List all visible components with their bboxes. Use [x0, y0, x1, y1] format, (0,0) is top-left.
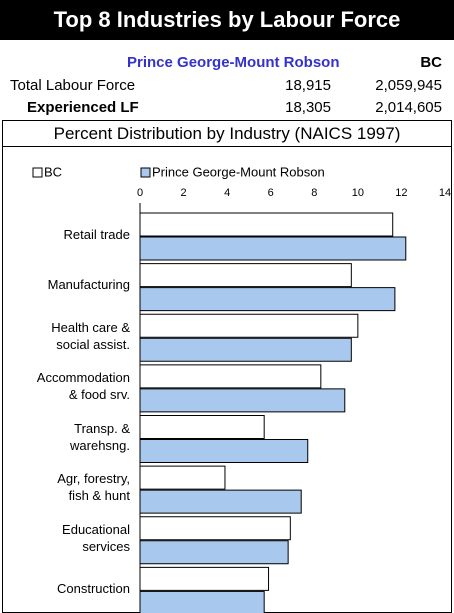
bar: [139, 236, 407, 261]
province-header: BC: [420, 54, 442, 71]
category-label: Educational services: [62, 522, 130, 555]
row-value: 18,915: [285, 77, 331, 94]
x-tick-label: 14: [439, 187, 451, 199]
bar: [139, 263, 352, 288]
legend-swatch: [32, 167, 43, 178]
bar: [139, 439, 309, 463]
bar: [139, 489, 302, 514]
category-label: Transp. & warehsng.: [70, 420, 130, 453]
category-label: Construction: [57, 581, 130, 597]
bar: [139, 337, 352, 362]
bar: [139, 287, 396, 312]
category-label: Accommodation & food srv.: [36, 370, 130, 403]
x-tick-label: 2: [181, 187, 187, 199]
bar: [139, 313, 359, 338]
bar: [139, 540, 289, 565]
category-label: Retail trade: [63, 226, 130, 242]
row-label: Total Labour Force: [10, 77, 136, 94]
legend-label: Prince George-Mount Robson: [152, 164, 325, 179]
region-header: Prince George-Mount Robson: [127, 54, 340, 71]
category-label: Health care & social assist.: [51, 319, 130, 352]
bar: [139, 465, 226, 490]
bar: [139, 516, 291, 541]
row-value: 2,059,945: [375, 77, 442, 94]
x-tick-label: 0: [137, 187, 143, 199]
category-label: Manufacturing: [47, 277, 130, 293]
bar: [139, 364, 322, 389]
bar: [139, 590, 265, 613]
title: Top 8 Industries by Labour Force: [0, 0, 454, 40]
legend-swatch: [140, 167, 151, 178]
x-tick-label: 12: [395, 187, 407, 199]
bar: [139, 566, 270, 591]
category-label: Agr, forestry, fish & hunt: [57, 471, 130, 504]
bar: [139, 388, 346, 413]
row-value: 18,305: [285, 99, 331, 116]
bar: [139, 415, 265, 439]
x-tick-label: 8: [311, 187, 317, 199]
x-tick-label: 4: [224, 187, 230, 199]
row-value: 2,014,605: [375, 99, 442, 116]
bar: [139, 212, 394, 237]
x-tick-label: 6: [268, 187, 274, 199]
legend-label: BC: [44, 164, 62, 179]
row-label: Experienced LF: [27, 99, 139, 116]
x-tick-label: 10: [352, 187, 364, 199]
